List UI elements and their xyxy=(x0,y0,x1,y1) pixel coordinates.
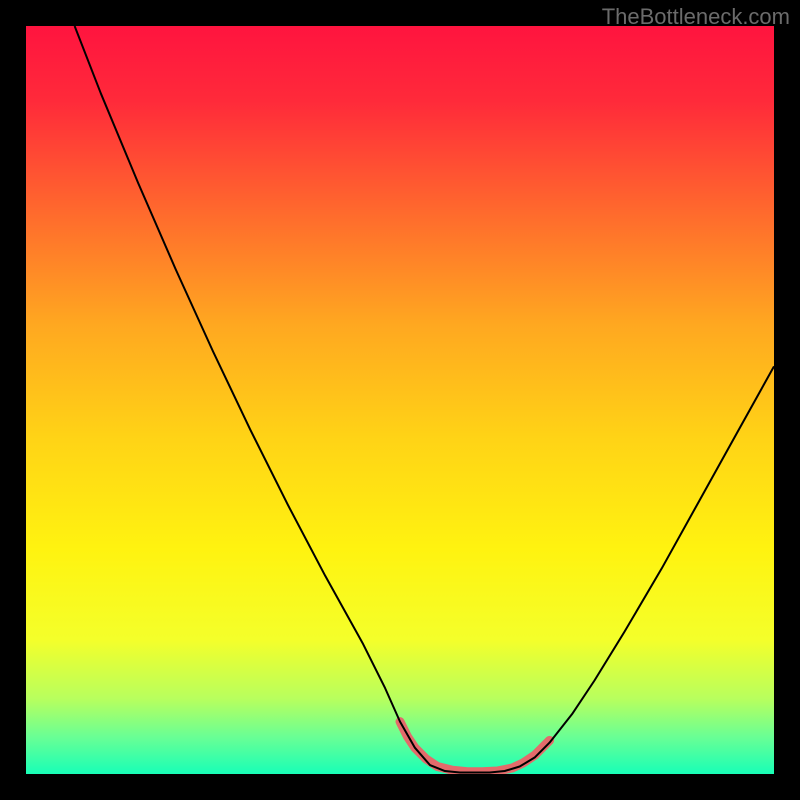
plot-background xyxy=(26,26,774,774)
plot-area xyxy=(26,26,774,774)
plot-svg xyxy=(26,26,774,774)
chart-frame: TheBottleneck.com xyxy=(0,0,800,800)
